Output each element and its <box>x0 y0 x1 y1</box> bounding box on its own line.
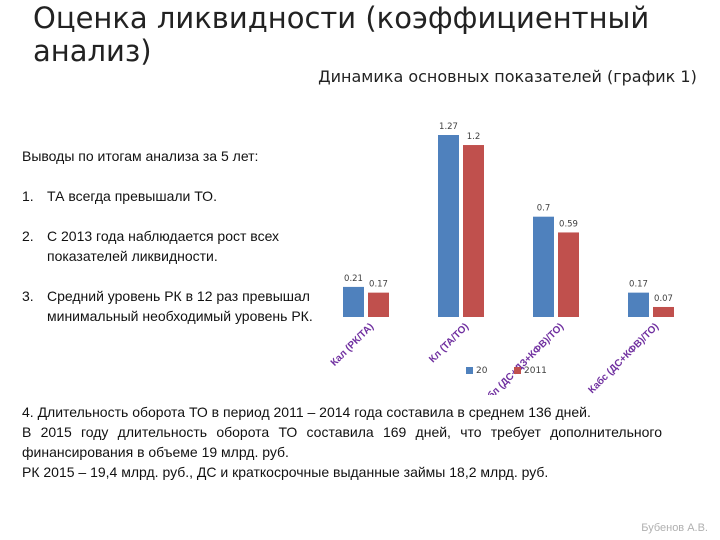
bar <box>628 292 649 317</box>
bar <box>343 286 364 317</box>
category-label: Кал (РК/ТА) <box>329 321 376 368</box>
note-paragraph: 4. Длительность оборота ТО в период 2011… <box>22 404 591 420</box>
bar <box>533 216 554 317</box>
bar <box>368 292 389 317</box>
data-label: 1.27 <box>439 122 458 132</box>
legend-swatch <box>466 367 473 374</box>
bar <box>463 145 484 317</box>
conclusion-number: 2. <box>22 228 34 244</box>
legend-label: 20 <box>476 366 488 376</box>
conclusion-text: С 2013 года наблюдается рост всех показа… <box>47 228 280 264</box>
conclusions-heading: Выводы по итогам анализа за 5 лет: <box>22 148 259 164</box>
bar <box>653 306 674 317</box>
category-label: Кл (ТА/ТО) <box>427 321 471 365</box>
conclusions-block: Выводы по итогам анализа за 5 лет: 1. ТА… <box>22 146 322 346</box>
conclusion-item: 3. Средний уровень РК в 12 раз превышал … <box>22 286 322 326</box>
conclusions-list: 1. ТА всегда превышали ТО. 2. С 2013 год… <box>22 186 322 326</box>
conclusion-text: ТА всегда превышали ТО. <box>47 188 217 204</box>
conclusion-item: 1. ТА всегда превышали ТО. <box>22 186 322 206</box>
note-paragraph: РК 2015 – 19,4 млрд. руб., ДС и краткоср… <box>22 464 549 480</box>
category-label: Кабс (ДС+КФВ)/ТО) <box>586 321 661 395</box>
slide-title: Оценка ликвидности (коэффициентный анали… <box>33 1 650 68</box>
bottom-notes: 4. Длительность оборота ТО в период 2011… <box>22 402 662 482</box>
data-label: 0.17 <box>369 280 388 290</box>
data-label: 0.17 <box>629 280 648 290</box>
bar-chart: 0.21 0.17 Кал (РК/ТА) 1.27 1.2 Кл (ТА/ТО) 0.7 0… <box>329 122 674 395</box>
conclusion-number: 3. <box>22 288 34 304</box>
chart-title: Динамика основных показателей (график 1) <box>318 67 697 86</box>
data-label: 0.7 <box>537 204 551 214</box>
note-paragraph: В 2015 году длительность оборота ТО сост… <box>22 424 662 460</box>
legend-swatch <box>514 367 521 374</box>
bar <box>438 135 459 317</box>
conclusion-number: 1. <box>22 188 34 204</box>
bar <box>558 232 579 317</box>
conclusion-text: Средний уровень РК в 12 раз превышал мин… <box>47 288 313 324</box>
data-label: 1.2 <box>467 132 481 142</box>
category-label: Кбл (ДС+ДЗ+КФВ)/ТО) <box>481 321 566 395</box>
data-label: 0.59 <box>559 219 578 229</box>
data-label: 0.21 <box>344 274 363 284</box>
data-label: 0.07 <box>654 294 673 304</box>
author-footer: Бубенов А.В. <box>641 522 708 534</box>
conclusion-item: 2. С 2013 года наблюдается рост всех пок… <box>22 226 322 266</box>
legend-label: 2011 <box>524 366 547 376</box>
